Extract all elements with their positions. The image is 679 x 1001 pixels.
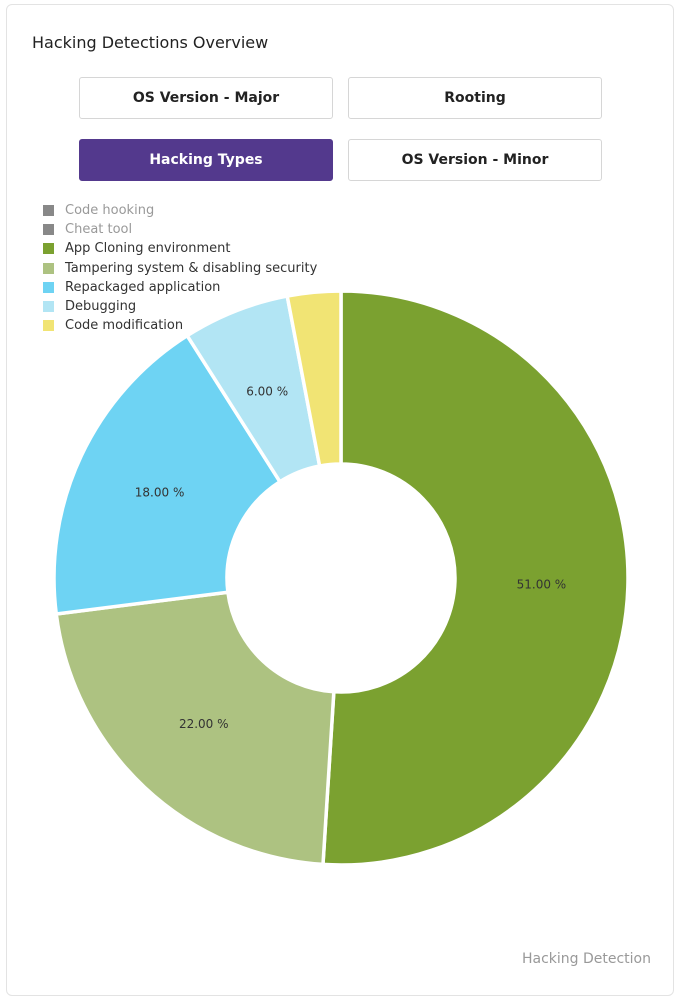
tab-os-version-minor[interactable]: OS Version - Minor [348,139,602,181]
legend-item-debugging[interactable]: Debugging [43,297,317,316]
legend-label: App Cloning environment [65,241,231,257]
chart-panel: Hacking Detections Overview OS Version -… [6,4,674,996]
legend-item-cheat-tool[interactable]: Cheat tool [43,220,317,239]
tab-rooting[interactable]: Rooting [348,77,602,119]
legend-swatch [43,243,54,255]
legend-swatch [43,281,54,293]
data-label: 18.00 % [135,486,185,500]
legend-label: Code hooking [65,203,155,219]
donut-chart: 51.00 % 22.00 % 18.00 % 6.00 % [52,289,630,867]
legend-label: Tampering system & disabling security [65,260,318,276]
donut-slice-app-cloning-environment[interactable] [321,289,630,867]
data-label: 22.00 % [179,717,229,731]
tab-os-version-major[interactable]: OS Version - Major [79,77,333,119]
data-label: 51.00 % [517,577,567,591]
donut-slice-tampering-system-disabling-security[interactable] [54,590,336,867]
legend-label: Code modification [65,318,184,334]
chart-legend: Code hooking Cheat tool App Cloning envi… [43,201,317,335]
legend-swatch [43,205,54,217]
legend-swatch [43,262,54,274]
donut-slice-code-modification[interactable] [285,289,343,468]
legend-item-code-modification[interactable]: Code modification [43,316,317,335]
data-label: 6.00 % [246,385,288,399]
legend-item-repackaged[interactable]: Repackaged application [43,278,317,297]
tab-hacking-types[interactable]: Hacking Types [79,139,333,181]
legend-label: Debugging [65,299,137,315]
legend-item-code-hooking[interactable]: Code hooking [43,201,317,220]
legend-label: Repackaged application [65,279,221,295]
legend-item-tampering[interactable]: Tampering system & disabling security [43,259,317,278]
legend-swatch [43,320,54,332]
chart-footer-label: Hacking Detection [521,951,651,967]
donut-slice-repackaged-application[interactable] [52,333,282,616]
legend-swatch [43,301,54,313]
legend-label: Cheat tool [65,222,133,238]
panel-title: Hacking Detections Overview [32,33,269,52]
legend-item-app-cloning[interactable]: App Cloning environment [43,239,317,258]
legend-swatch [43,224,54,236]
